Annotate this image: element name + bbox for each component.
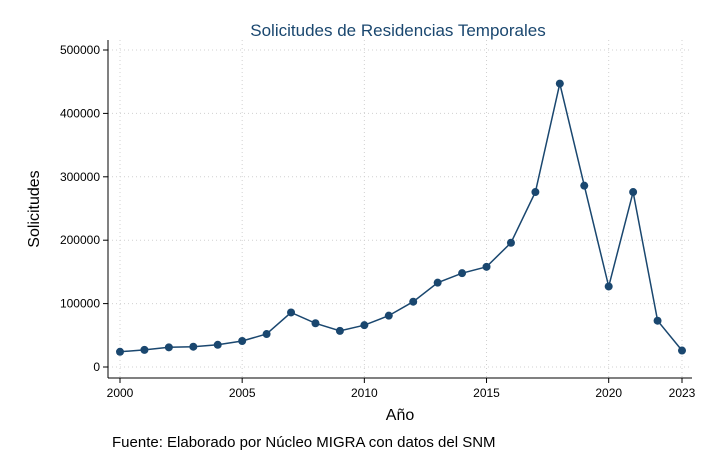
y-tick-label: 100000 [60, 297, 100, 311]
chart-title: Solicitudes de Residencias Temporales [250, 21, 545, 40]
data-point-2020 [604, 282, 613, 291]
data-point-2000 [116, 347, 124, 356]
data-point-2008 [311, 319, 320, 328]
x-tick-label: 2020 [595, 386, 622, 400]
x-tick-label: 2005 [229, 386, 256, 400]
data-point-2010 [360, 321, 369, 330]
series-line [119, 83, 683, 353]
data-point-2017 [531, 188, 540, 197]
data-point-2002 [164, 343, 173, 352]
source-note: Fuente: Elaborado por Núcleo MIGRA con d… [112, 434, 496, 451]
data-point-2009 [335, 326, 344, 335]
data-point-2003 [189, 342, 198, 351]
axes: 0 100000 200000 300000 400000 500000 2000 2005 2… [60, 40, 696, 400]
data-point-2013 [433, 278, 442, 287]
data-point-2005 [238, 337, 247, 346]
x-tick-label: 2023 [669, 386, 696, 400]
x-tick-label: 2000 [107, 386, 134, 400]
data-point-2014 [458, 269, 467, 278]
x-tick-label: 2015 [473, 386, 500, 400]
data-point-2004 [213, 340, 222, 349]
data-point-2022 [653, 316, 662, 325]
data-point-2018 [555, 79, 564, 88]
series-layer [116, 79, 686, 356]
data-point-2021 [629, 188, 638, 197]
y-tick-label: 0 [93, 360, 100, 374]
y-tick-label: 500000 [60, 43, 100, 57]
data-point-2023 [678, 346, 686, 355]
y-axis-title: Solicitudes [26, 170, 43, 247]
grid-lines [108, 40, 692, 378]
data-point-2012 [409, 297, 418, 306]
data-point-2007 [287, 308, 296, 317]
y-tick-label: 200000 [60, 233, 100, 247]
x-axis-title: Año [386, 407, 415, 424]
data-point-2001 [140, 345, 149, 354]
x-tick-label: 2010 [351, 386, 378, 400]
y-tick-label: 300000 [60, 170, 100, 184]
y-tick-label: 400000 [60, 106, 100, 120]
data-point-2006 [262, 330, 271, 339]
data-point-2011 [384, 311, 393, 320]
data-point-2015 [482, 262, 491, 271]
data-point-2016 [506, 238, 515, 247]
data-point-2019 [580, 181, 589, 190]
